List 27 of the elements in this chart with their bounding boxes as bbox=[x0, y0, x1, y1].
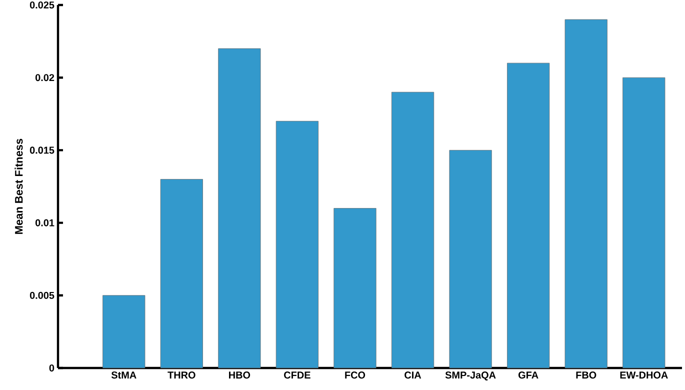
x-tick-label: THRO bbox=[168, 372, 196, 379]
x-tick-label: CIA bbox=[404, 372, 422, 379]
bar bbox=[507, 62, 550, 368]
y-tick-label: 0.015 bbox=[30, 146, 54, 154]
bar bbox=[102, 295, 146, 368]
bar bbox=[218, 48, 261, 368]
x-tick-label: FCO bbox=[345, 372, 366, 379]
bar bbox=[449, 150, 492, 368]
x-tick-label: SMP-JaQA bbox=[445, 372, 496, 380]
x-tick-label: FBO bbox=[576, 372, 596, 379]
y-tick-label: 0.01 bbox=[35, 219, 54, 226]
x-tick-label: CFDE bbox=[284, 372, 310, 379]
y-tick-label: 0 bbox=[49, 364, 54, 372]
y-tick-label: 0.005 bbox=[30, 292, 54, 299]
x-tick-label: EW-DHOA bbox=[620, 372, 668, 379]
y-axis-title: Mean Best Fitness bbox=[14, 138, 23, 234]
y-tick-label: 0.025 bbox=[30, 1, 54, 9]
bar bbox=[276, 120, 318, 368]
y-tick-label: 0.02 bbox=[35, 74, 54, 82]
bar bbox=[622, 77, 666, 368]
bar bbox=[160, 179, 203, 368]
bar bbox=[391, 92, 434, 368]
bar bbox=[564, 19, 608, 368]
bar bbox=[334, 208, 376, 368]
x-tick-label: HBO bbox=[229, 372, 250, 379]
x-tick-label: StMA bbox=[111, 372, 136, 379]
x-tick-label: GFA bbox=[518, 372, 538, 379]
